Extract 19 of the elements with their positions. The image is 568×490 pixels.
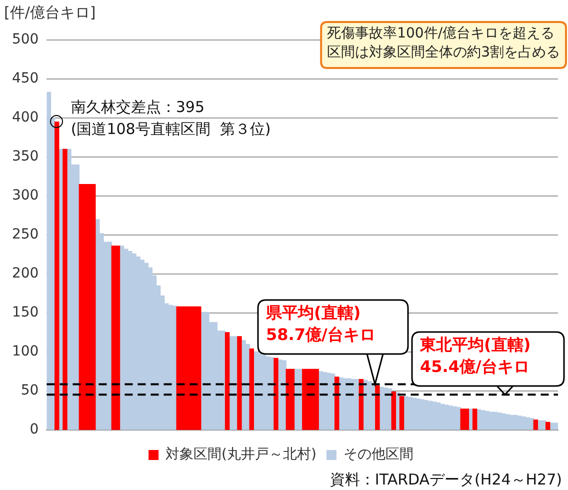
y-tick-label: 450 <box>12 70 39 87</box>
annotation: 南久林交差点：395 (国道108号直轄区間 第３位) <box>70 98 271 138</box>
y-tick-label: 50 <box>20 382 39 399</box>
annotation: 死傷事故率100件/億台キロを超える区間は対象区間全体の約3割を占める <box>327 26 560 61</box>
y-tick-label: 300 <box>12 188 39 204</box>
y-axis-title: [件/億台キロ] <box>4 3 96 22</box>
y-tick-label: 500 <box>12 32 39 48</box>
y-tick-label: 100 <box>12 344 39 360</box>
y-tick-label: 200 <box>12 266 39 282</box>
legend-label: その他区間 <box>343 446 414 463</box>
y-tick-label: 150 <box>12 304 39 321</box>
y-tick-label: 0 <box>30 422 39 438</box>
ref-line-label: 県平均(直轄) 58.7億/台キロ <box>265 303 376 344</box>
y-tick-label: 250 <box>12 226 39 243</box>
legend-label: 対象区間(丸井戸～北村) <box>166 446 316 463</box>
y-tick-label: 350 <box>12 148 39 165</box>
ref-line-label: 東北平均(直轄) 45.4億/台キロ <box>419 335 531 376</box>
y-tick-label: 400 <box>12 110 39 126</box>
text: 資料：ITARDAデータ(H24～H27) <box>330 470 562 488</box>
